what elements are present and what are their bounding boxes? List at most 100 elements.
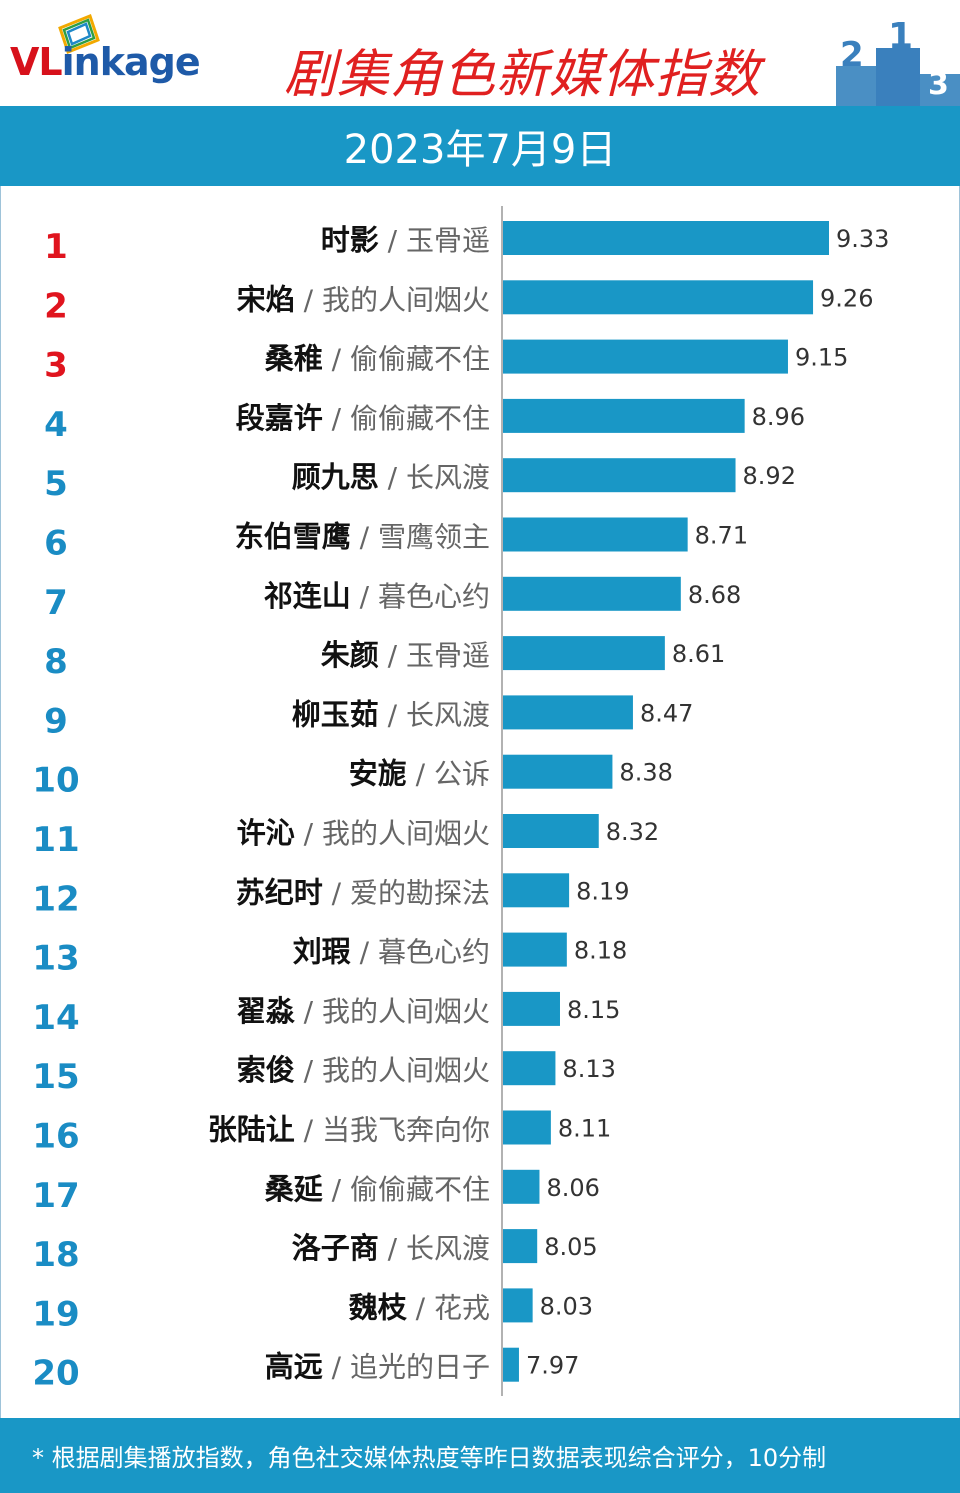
label-separator: /	[323, 343, 350, 376]
bar	[503, 636, 665, 671]
value-label: 8.18	[574, 937, 627, 965]
page-title: 剧集角色新媒体指数	[284, 45, 762, 105]
rank-number: 17	[32, 1176, 79, 1216]
value-label: 8.71	[695, 522, 748, 550]
label-separator: /	[379, 461, 406, 494]
label-separator: /	[407, 1291, 434, 1324]
rank-number: 8	[44, 642, 68, 682]
bar-label: 桑稚 / 偷偷藏不住	[265, 342, 490, 376]
label-separator: /	[295, 995, 322, 1028]
svg-text:3: 3	[928, 67, 949, 102]
drama-name: 我的人间烟火	[322, 995, 490, 1028]
footer-note: * 根据剧集播放指数，角色社交媒体热度等昨日数据表现综合评分，10分制	[32, 1444, 827, 1472]
bar-label: 刘瑕 / 暮色心约	[293, 935, 490, 969]
rank-number: 14	[32, 998, 79, 1038]
date-label: 2023年7月9日	[343, 127, 617, 173]
logo-mark-icon	[58, 14, 100, 54]
drama-name: 雪鹰领主	[378, 521, 490, 554]
rank-number: 18	[32, 1235, 79, 1275]
svg-text:2: 2	[840, 35, 864, 75]
bar	[503, 1347, 519, 1382]
bar	[503, 458, 736, 493]
bar-label: 高远 / 追光的日子	[265, 1350, 490, 1384]
bar-label: 洛子商 / 长风渡	[292, 1231, 490, 1265]
role-name: 刘瑕	[293, 935, 351, 969]
rank-number: 4	[44, 405, 68, 445]
bar-label: 苏纪时 / 爱的勘探法	[236, 875, 490, 909]
label-separator: /	[379, 1232, 406, 1265]
rank-number: 10	[32, 761, 79, 801]
bar	[503, 814, 599, 848]
value-label: 8.68	[688, 581, 741, 609]
bar	[503, 280, 814, 315]
rank-number: 16	[32, 1117, 79, 1157]
drama-name: 偷偷藏不住	[350, 343, 490, 376]
bar-label: 朱颜 / 玉骨遥	[321, 638, 490, 672]
value-label: 9.33	[836, 225, 889, 253]
role-name: 柳玉茹	[292, 697, 379, 731]
drama-name: 我的人间烟火	[322, 283, 490, 316]
drama-name: 玉骨遥	[406, 224, 490, 257]
role-name: 苏纪时	[236, 875, 323, 909]
bar-label: 许沁 / 我的人间烟火	[237, 816, 490, 850]
drama-name: 偷偷藏不住	[350, 1173, 490, 1206]
bar-label: 索俊 / 我的人间烟火	[237, 1053, 490, 1087]
svg-text:1: 1	[888, 16, 913, 57]
label-separator: /	[379, 639, 406, 672]
bar-label: 魏枝 / 花戎	[349, 1290, 490, 1324]
value-label: 8.47	[640, 699, 693, 727]
bar-label: 祁连山 / 暮色心约	[264, 579, 490, 613]
bar-label: 柳玉茹 / 长风渡	[292, 697, 490, 731]
rank-number: 20	[32, 1354, 79, 1394]
label-separator: /	[379, 698, 406, 731]
role-name: 魏枝	[349, 1290, 408, 1324]
label-separator: /	[323, 1351, 350, 1384]
value-label: 7.97	[526, 1352, 579, 1380]
value-label: 8.96	[752, 403, 805, 431]
bar	[503, 695, 633, 730]
bar	[503, 1110, 551, 1145]
rank-number: 15	[32, 1057, 79, 1097]
bar-label: 东伯雪鹰 / 雪鹰领主	[235, 520, 490, 554]
label-separator: /	[295, 283, 322, 316]
role-name: 高远	[265, 1350, 323, 1384]
value-label: 8.05	[544, 1233, 597, 1261]
rank-number: 11	[32, 820, 79, 860]
label-separator: /	[323, 876, 350, 909]
role-name: 段嘉许	[236, 401, 323, 435]
role-name: 张陆让	[208, 1113, 295, 1147]
bar	[503, 873, 570, 908]
value-label: 8.92	[743, 462, 796, 490]
role-name: 时影	[321, 223, 379, 257]
value-label: 9.15	[795, 344, 848, 372]
rank-number: 5	[44, 464, 68, 504]
rank-number: 19	[32, 1294, 79, 1334]
bar	[503, 517, 688, 552]
drama-name: 我的人间烟火	[322, 817, 490, 850]
bar	[503, 1051, 556, 1086]
bar	[503, 991, 560, 1026]
value-label: 8.15	[567, 996, 620, 1024]
label-separator: /	[295, 1054, 322, 1087]
label-separator: /	[323, 402, 350, 435]
bar-label: 时影 / 玉骨遥	[321, 223, 490, 257]
value-label: 8.19	[576, 877, 629, 905]
bar	[503, 754, 613, 789]
role-name: 安旎	[349, 757, 407, 791]
label-separator: /	[379, 224, 406, 257]
bar-label: 宋焰 / 我的人间烟火	[237, 282, 490, 316]
drama-name: 长风渡	[406, 698, 490, 731]
label-separator: /	[407, 758, 434, 791]
bar	[503, 576, 681, 611]
role-name: 东伯雪鹰	[235, 520, 351, 554]
drama-name: 暮色心约	[378, 580, 490, 613]
value-label: 9.26	[820, 284, 873, 312]
value-label: 8.11	[558, 1115, 611, 1143]
drama-name: 暮色心约	[378, 936, 490, 969]
bar	[503, 221, 829, 255]
role-name: 桑延	[265, 1172, 324, 1206]
logo-rest: inkage	[61, 40, 201, 84]
drama-name: 玉骨遥	[406, 639, 490, 672]
brand-logo: VLinkage	[10, 40, 201, 84]
label-separator: /	[295, 1114, 322, 1147]
